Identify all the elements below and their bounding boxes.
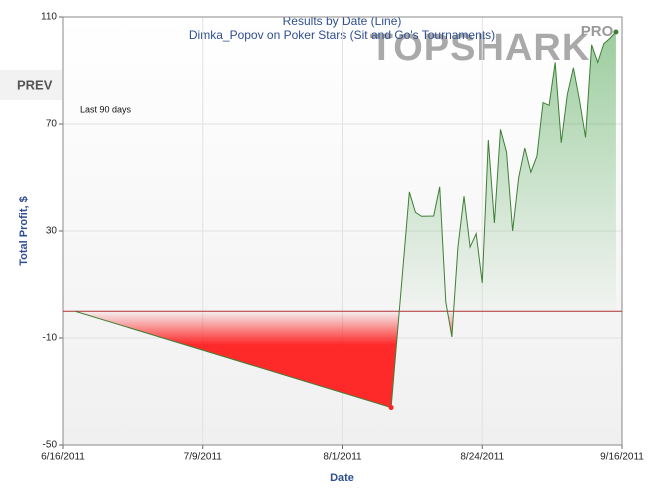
y-tick-label: 30 [46, 226, 58, 237]
last-marker [613, 29, 619, 35]
logo-badge: PRO [581, 23, 614, 40]
y-axis-label: Total Profit, $ [18, 196, 30, 265]
area-negative [75, 311, 616, 408]
line [75, 31, 617, 409]
x-tick-label: 9/16/2011 [600, 452, 644, 463]
y-tick-label: 110 [41, 12, 57, 23]
x-tick-label: 8/1/2011 [323, 452, 362, 463]
logo-text: TOPSHARK [370, 27, 591, 69]
plot-border [62, 16, 623, 446]
prev-button[interactable] [0, 70, 62, 100]
y-tick-label: -50 [43, 440, 58, 451]
prev-label[interactable]: PREV [17, 77, 53, 92]
annotation: Last 90 days [80, 104, 132, 114]
x-tick-label: 7/9/2011 [184, 452, 223, 463]
y-tick-label: -10 [43, 333, 58, 344]
y-tick-label: 70 [46, 119, 58, 130]
x-tick-label: 8/24/2011 [460, 452, 504, 463]
min-marker [388, 405, 394, 411]
x-tick-label: 6/16/2011 [41, 452, 85, 463]
x-axis-label: Date [330, 472, 354, 484]
